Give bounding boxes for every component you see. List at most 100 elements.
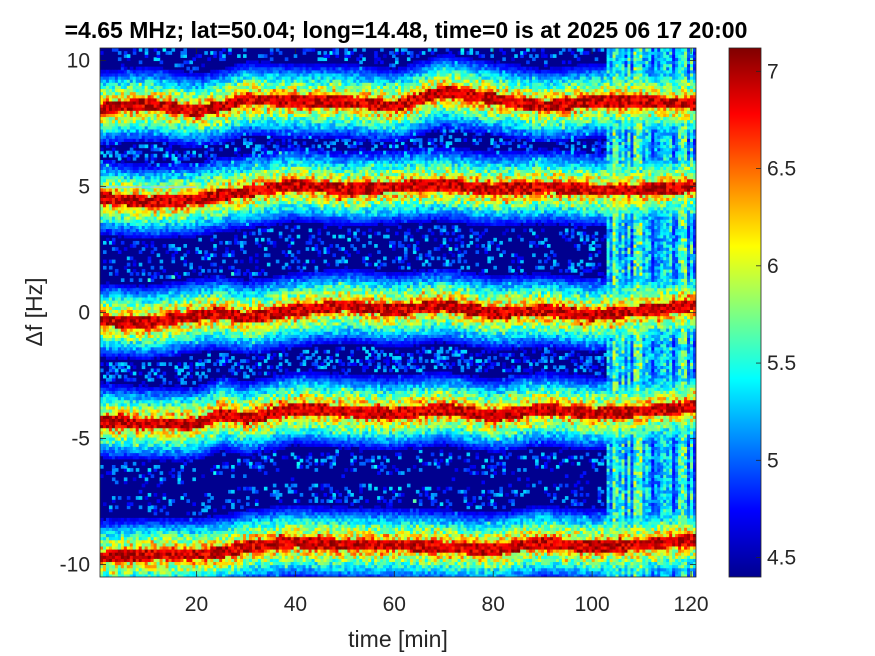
heatmap-cell (139, 48, 143, 52)
heatmap-cell (189, 263, 193, 267)
heatmap-cell (183, 48, 187, 52)
heatmap-cell (216, 465, 220, 469)
heatmap-cell (183, 260, 187, 264)
heatmap-cell (201, 474, 205, 478)
heatmap-cell (151, 241, 155, 245)
heatmap-cell (189, 362, 193, 366)
heatmap-cell (139, 60, 143, 64)
heatmap-cell (124, 247, 128, 251)
heatmap-cell (112, 260, 116, 264)
heatmap-cell (127, 496, 131, 500)
heatmap-cell (157, 499, 161, 503)
heatmap-cell (216, 369, 220, 373)
heatmap-cell (213, 269, 217, 273)
heatmap-cell (160, 60, 164, 64)
heatmap-cell (172, 468, 176, 472)
heatmap-cell (109, 505, 113, 509)
heatmap-cell (118, 51, 122, 55)
heatmap-cell (207, 269, 211, 273)
heatmap-cell (115, 481, 119, 485)
heatmap-cell (186, 499, 190, 503)
heatmap-cell (133, 372, 137, 376)
heatmap-cell (133, 365, 137, 369)
heatmap-cell (115, 468, 119, 472)
heatmap-cell (192, 502, 196, 506)
heatmap-cell (118, 375, 122, 379)
heatmap-cell (139, 505, 143, 509)
heatmap-cell (172, 48, 176, 52)
heatmap-cell (192, 151, 196, 155)
heatmap-cell (163, 372, 167, 376)
heatmap-cell (148, 493, 152, 497)
heatmap-cell (130, 468, 134, 472)
heatmap-cell (183, 493, 187, 497)
heatmap-cell (198, 250, 202, 254)
heatmap-cell (157, 465, 161, 469)
heatmap-cell (139, 490, 143, 494)
heatmap-cell (210, 496, 214, 500)
heatmap-cell (207, 369, 211, 373)
heatmap-cell (124, 462, 128, 466)
heatmap-cell (213, 244, 217, 248)
heatmap-cell (115, 269, 119, 273)
heatmap-cell (189, 356, 193, 360)
heatmap-cell (142, 269, 146, 273)
heatmap-cell (133, 48, 137, 52)
heatmap-cell (133, 144, 137, 148)
heatmap-cell (151, 378, 155, 382)
heatmap-cell (154, 154, 158, 158)
heatmap-cell (192, 381, 196, 385)
heatmap-cell (163, 362, 167, 366)
heatmap-cell (213, 253, 217, 257)
heatmap-cell (136, 468, 140, 472)
heatmap-cell (145, 477, 149, 481)
heatmap-cell (189, 375, 193, 379)
heatmap-cell (163, 378, 167, 382)
heatmap-cell (142, 362, 146, 366)
chart-title: =4.65 MHz; lat=50.04; long=14.48, time=0… (65, 17, 748, 43)
heatmap-cell (148, 362, 152, 366)
heatmap-cell (207, 57, 211, 61)
heatmap-cell (213, 51, 217, 55)
heatmap-cell (192, 269, 196, 273)
heatmap-cell (109, 266, 113, 270)
heatmap-cell (130, 502, 134, 506)
heatmap-cell (127, 263, 131, 267)
heatmap-cell (133, 462, 137, 466)
heatmap-cell (139, 372, 143, 376)
heatmap-cell (186, 272, 190, 276)
heatmap-cell (180, 481, 184, 485)
plot-area (98, 48, 697, 578)
heatmap-cell (213, 509, 217, 513)
heatmap-cell (103, 266, 107, 270)
heatmap-cell (192, 477, 196, 481)
heatmap-cell (142, 462, 146, 466)
heatmap-cell (151, 266, 155, 270)
heatmap-cell (112, 496, 116, 500)
heatmap-cell (207, 505, 211, 509)
heatmap-cell (163, 477, 167, 481)
heatmap-cell (118, 250, 122, 254)
heatmap-cell (127, 157, 131, 161)
heatmap-cell (157, 51, 161, 55)
heatmap-cell (160, 275, 164, 279)
heatmap-cell (130, 278, 134, 282)
heatmap-cell (154, 247, 158, 251)
heatmap-cell (103, 250, 107, 254)
heatmap-cell (207, 359, 211, 363)
heatmap-cell (139, 263, 143, 267)
heatmap-cell (103, 260, 107, 264)
heatmap-cell (148, 468, 152, 472)
heatmap-cell (124, 477, 128, 481)
heatmap-cell (210, 148, 214, 152)
heatmap-cell (186, 250, 190, 254)
heatmap-cell (166, 512, 170, 516)
heatmap-cell (136, 272, 140, 276)
heatmap-cell (133, 378, 137, 382)
heatmap-cell (169, 381, 173, 385)
heatmap-cell (201, 269, 205, 273)
heatmap-cell (118, 57, 122, 61)
heatmap-cell (154, 493, 158, 497)
heatmap-cell (148, 256, 152, 260)
